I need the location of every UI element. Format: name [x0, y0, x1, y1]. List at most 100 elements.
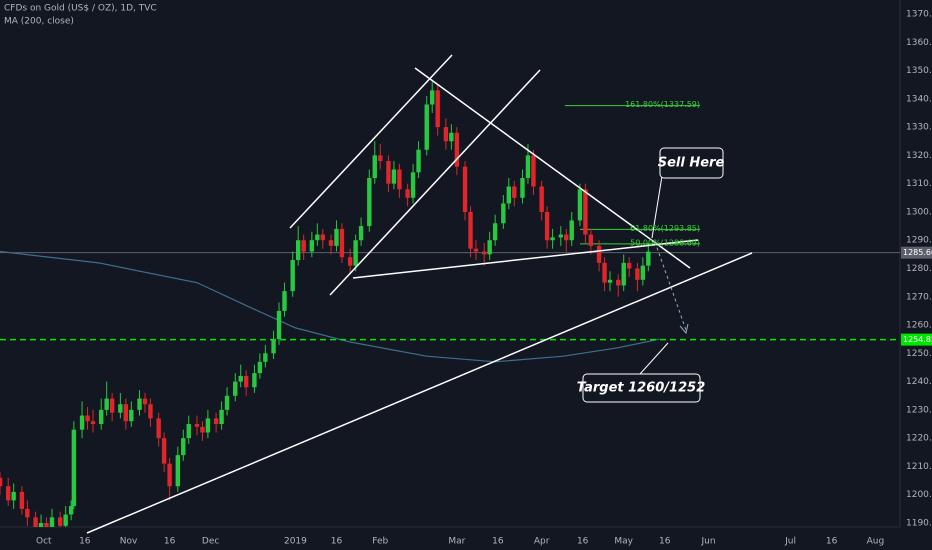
candle-body: [454, 132, 460, 167]
candle-body: [181, 438, 186, 456]
x-tick-label: Mar: [448, 537, 465, 547]
candle-body: [367, 178, 372, 227]
chart-title: CFDs on Gold (US$ / OZ), 1D, TVC: [4, 4, 157, 14]
candle-body: [347, 257, 353, 266]
candle-body: [57, 517, 63, 526]
x-tick-label: 16: [659, 537, 671, 547]
candle-body: [481, 251, 487, 255]
candle-body: [186, 424, 191, 439]
price-label-box: [901, 246, 932, 259]
fib-label: 50.00%(1288.69): [630, 238, 700, 247]
candle-body: [295, 240, 301, 261]
candle-body: [487, 240, 492, 255]
candle-body: [90, 421, 96, 425]
candle-body: [33, 517, 38, 527]
x-tick-label: May: [614, 537, 633, 547]
candle-body: [63, 514, 68, 526]
candle-body: [109, 398, 115, 413]
candle-body: [607, 279, 613, 283]
candle-body: [252, 373, 257, 388]
candle-body: [473, 248, 479, 252]
y-tick-label: 1300.00: [906, 207, 932, 217]
y-tick-label: 1190.00: [906, 519, 932, 529]
candle-body: [372, 155, 377, 179]
candle-body: [282, 291, 287, 311]
candle-body: [200, 426, 205, 433]
candle-body: [569, 220, 574, 241]
candle-body: [468, 211, 473, 249]
candle-body: [244, 375, 249, 388]
candle-body: [386, 161, 391, 184]
x-tick-label: 16: [577, 537, 589, 547]
candle-body: [148, 404, 153, 419]
candle-body: [6, 486, 11, 501]
fib-label: 61.80%(1293.85): [630, 224, 700, 233]
y-tick-label: 1310.00: [906, 179, 932, 189]
candle-body: [577, 189, 583, 221]
x-tick-label: 16: [492, 537, 504, 547]
candle-body: [99, 409, 104, 425]
trendlines: [86, 54, 753, 534]
candle-body: [38, 523, 44, 527]
candle-body: [118, 404, 123, 413]
y-tick-label: 1200.00: [906, 490, 932, 500]
candle-body: [616, 279, 621, 286]
moving-average: [0, 250, 660, 363]
candle-body: [462, 166, 468, 212]
y-tick-label: 1240.00: [906, 377, 932, 387]
candle-body: [271, 339, 276, 354]
y-tick-label: 1270.00: [906, 292, 932, 302]
candle-body: [520, 178, 525, 198]
candle-body: [564, 234, 569, 241]
candle-body: [506, 186, 512, 204]
x-tick-label: Nov: [120, 537, 138, 547]
candle-body: [602, 262, 607, 283]
y-tick-label: 1370.00: [906, 10, 932, 20]
candle-body: [156, 418, 161, 439]
y-tick-label: 1360.00: [906, 38, 932, 48]
candle-body: [194, 424, 200, 427]
candle-body: [550, 237, 555, 241]
fib-label: 161.80%(1337.59): [625, 100, 700, 109]
x-tick-label: Apr: [534, 537, 550, 547]
candle-body: [525, 155, 531, 179]
candle-body: [104, 398, 109, 410]
candle-body: [435, 90, 440, 128]
x-tick-label: 16: [164, 537, 176, 547]
channel-upper: [289, 54, 453, 229]
callout-box: [582, 373, 701, 403]
x-tick-label: Jun: [700, 537, 715, 547]
candle-body: [339, 228, 345, 258]
x-tick-label: 16: [331, 537, 343, 547]
x-tick-label: Jul: [784, 537, 796, 547]
price-label-box: [901, 333, 932, 346]
y-tick-label: 1330.00: [906, 123, 932, 133]
candle-body: [424, 104, 429, 150]
candle-body: [79, 415, 85, 430]
candle-body: [129, 409, 134, 422]
candle-body: [224, 395, 230, 410]
indicator-label: MA (200, close): [4, 17, 74, 27]
candle-body: [85, 415, 90, 422]
candle-body: [320, 234, 325, 241]
candle-body: [416, 149, 421, 173]
candle-body: [175, 455, 181, 487]
channel-lower: [329, 69, 541, 296]
callout-pointer: [639, 342, 669, 375]
x-tick-label: 16: [79, 537, 91, 547]
candle-body: [167, 463, 172, 487]
candle-body: [334, 228, 339, 246]
candle-body: [531, 155, 536, 187]
candle-body: [492, 223, 498, 241]
candle-body: [397, 169, 402, 190]
candle-body: [596, 245, 602, 263]
y-tick-label: 1250.00: [906, 349, 932, 359]
y-tick-label: 1320.00: [906, 151, 932, 161]
x-tick-label: 2019: [284, 537, 307, 547]
candle-body: [621, 262, 626, 286]
candle-body: [263, 353, 268, 362]
candle-body: [11, 491, 16, 501]
candle-body: [588, 234, 594, 246]
callout-box: [659, 147, 724, 179]
